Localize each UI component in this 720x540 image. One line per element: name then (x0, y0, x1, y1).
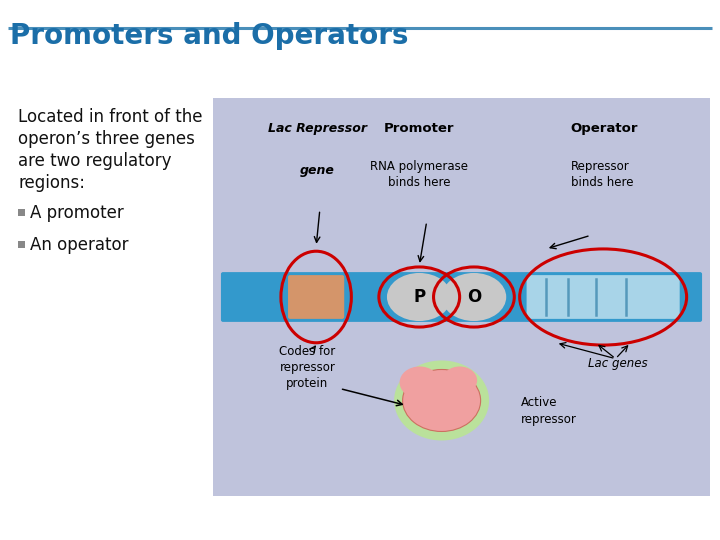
Text: Lac Repressor: Lac Repressor (268, 122, 367, 135)
Text: RNA polymerase
binds here: RNA polymerase binds here (370, 160, 468, 188)
Bar (213, 98, 710, 496)
FancyBboxPatch shape (288, 275, 344, 319)
FancyBboxPatch shape (526, 275, 680, 319)
Ellipse shape (394, 361, 489, 441)
Ellipse shape (442, 367, 477, 395)
Text: O: O (467, 288, 481, 306)
Text: Repressor
binds here: Repressor binds here (571, 160, 634, 188)
Ellipse shape (400, 367, 440, 399)
Ellipse shape (402, 369, 481, 431)
Text: P: P (413, 288, 426, 306)
Text: A promoter: A promoter (30, 204, 124, 222)
FancyBboxPatch shape (221, 272, 702, 322)
Text: operon’s three genes: operon’s three genes (18, 130, 195, 148)
Text: are two regulatory: are two regulatory (18, 152, 171, 170)
Text: Active
repressor: Active repressor (521, 396, 577, 426)
Ellipse shape (441, 273, 506, 321)
Text: Promoters and Operators: Promoters and Operators (10, 22, 408, 50)
Text: gene: gene (300, 164, 335, 177)
Bar (18, 241, 25, 248)
Text: Operator: Operator (571, 122, 639, 135)
Bar (18, 209, 25, 216)
Text: An operator: An operator (30, 236, 128, 254)
Text: Promoter: Promoter (384, 122, 454, 135)
Ellipse shape (387, 273, 451, 321)
Text: regions:: regions: (18, 174, 85, 192)
Text: Codes for
repressor
protein: Codes for repressor protein (279, 345, 336, 390)
Text: Located in front of the: Located in front of the (18, 108, 202, 126)
Text: Lac genes: Lac genes (588, 357, 648, 370)
